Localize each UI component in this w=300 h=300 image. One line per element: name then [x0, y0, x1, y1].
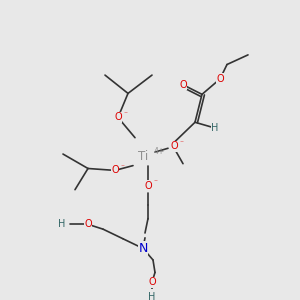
Text: H: H [211, 123, 219, 133]
Text: ⁻: ⁻ [153, 178, 157, 187]
Text: N: N [138, 242, 148, 255]
Text: O: O [148, 277, 156, 287]
Text: O: O [170, 141, 178, 151]
Text: H: H [58, 219, 66, 229]
Text: Ti: Ti [138, 150, 148, 164]
Text: O: O [144, 181, 152, 191]
Text: 4+: 4+ [153, 147, 165, 156]
Text: O: O [84, 219, 92, 229]
Text: O: O [179, 80, 187, 90]
Text: O: O [216, 74, 224, 84]
Text: O: O [114, 112, 122, 122]
Text: O: O [111, 165, 119, 176]
Text: H: H [148, 292, 156, 300]
Text: ⁻: ⁻ [123, 109, 127, 118]
Text: ⁻: ⁻ [120, 162, 124, 171]
Text: ⁻: ⁻ [179, 138, 183, 147]
